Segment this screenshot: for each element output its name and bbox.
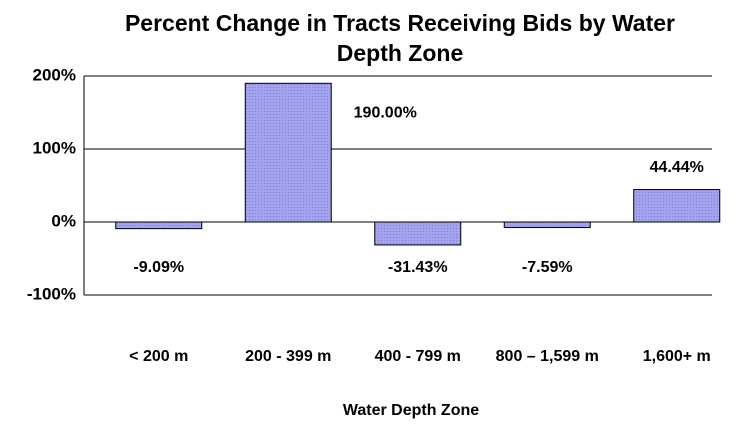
x-tick-label: 400 - 799 m [375,348,461,365]
data-label: -9.09% [133,259,184,276]
y-tick-label: 0% [51,211,76,230]
chart-title: Percent Change in Tracts Receiving Bids … [124,10,676,66]
x-tick-label: < 200 m [129,348,188,365]
data-label: 44.44% [650,159,704,176]
bar [244,82,332,223]
data-label: -31.43% [388,259,448,276]
y-tick-label: 200% [33,65,76,84]
data-label: 190.00% [354,105,417,122]
bar [503,221,591,229]
data-label: -7.59% [522,259,573,276]
y-tick-label: -100% [27,284,76,303]
x-tick-label: 800 – 1,599 m [496,348,599,365]
x-axis-label: Water Depth Zone [343,402,479,419]
y-tick-label: 100% [33,138,76,157]
bar [374,221,462,246]
x-tick-label: 1,600+ m [643,348,711,365]
bar [633,189,721,223]
bar [115,221,203,230]
x-tick-label: 200 - 399 m [245,348,331,365]
